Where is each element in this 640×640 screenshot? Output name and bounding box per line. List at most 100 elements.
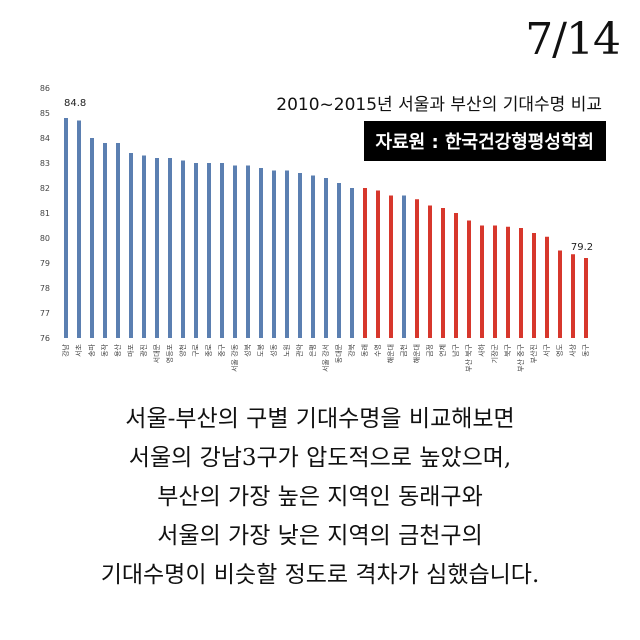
x-tick-label: 영도 [555,343,564,356]
x-tick-label: 금천 [399,344,408,357]
x-tick-label: 중구 [218,343,226,356]
bar [129,153,133,338]
bar [467,220,471,338]
x-tick-label: 용산 [113,343,122,356]
x-tick-label: 사상 [568,343,577,356]
y-tick-label: 86 [40,84,50,93]
caption: 서울-부산의 구별 기대수명을 비교해보면 서울의 강남3구가 압도적으로 높았… [0,400,640,595]
bar [441,208,445,338]
bar [454,213,458,338]
chart-title: 2010~2015년 서울과 부산의 기대수명 비교 [276,95,602,115]
bars [64,118,588,338]
x-tick-label: 종로 [205,343,213,356]
x-tick-label: 도봉 [257,343,265,356]
y-tick-label: 77 [40,309,50,318]
bar [506,226,510,338]
bar [77,120,81,338]
bar [103,143,107,338]
x-tick-label: 동작 [100,343,109,356]
bar [142,155,146,338]
bar [493,225,497,338]
bar [90,138,94,338]
x-tick-label: 서울 강동 [230,343,239,372]
y-tick-label: 81 [40,209,50,218]
bar [402,195,406,338]
data-label: 79.2 [571,242,593,253]
bar [220,163,224,338]
bar [337,183,341,338]
y-tick-label: 76 [40,334,50,343]
bar [571,254,575,338]
x-tick-label: 사하 [477,343,486,356]
bar [558,250,562,338]
bar [350,188,354,338]
x-tick-label: 송파 [87,343,96,356]
bar [519,228,523,338]
y-tick-label: 78 [40,284,50,293]
bar [324,178,328,338]
x-tick-label: 구로 [192,343,200,356]
x-tick-label: 해운대 [386,344,395,363]
bar [246,165,250,338]
x-tick-label: 마포 [126,343,135,356]
data-label: 84.8 [64,98,86,109]
x-tick-label: 해운대 [412,344,421,363]
bar [272,170,276,338]
x-tick-label: 부산 북구 [464,343,473,372]
bar [363,188,367,338]
bar [207,163,211,338]
x-axis-labels: 강남 서초 송파 동작 용산 마포 광진 서대문 영등포 양천 구로 종로 중구 서울 강동 성북 도봉 성동 노… [61,343,590,372]
source-badge: 자료원 : 한국건강형평성학회 [363,121,606,161]
x-tick-label: 남구 [451,343,460,356]
y-tick-label: 85 [40,109,50,118]
bar [259,168,263,338]
caption-line: 서울의 강남3구가 압도적으로 높았으며, [128,445,512,471]
bar [116,143,120,338]
bar [298,173,302,338]
bar [311,175,315,338]
x-tick-label: 수영 [373,344,382,357]
y-tick-label: 80 [40,234,50,243]
y-axis: 76 77 78 79 80 81 82 83 84 85 86 [40,84,50,343]
bar [64,118,68,338]
x-tick-label: 관악 [295,343,304,356]
x-tick-label: 성동 [269,343,278,356]
bar [233,165,237,338]
x-tick-label: 서대문 [152,343,161,363]
bar [415,199,419,338]
bar [428,205,432,338]
x-tick-label: 강북 [347,343,356,356]
x-tick-label: 부산진 [529,344,538,363]
bar [376,190,380,338]
x-tick-label: 동구 [582,343,590,356]
bar [389,195,393,338]
y-tick-label: 83 [40,159,50,168]
bar [480,225,484,338]
x-tick-label: 노원 [282,344,291,357]
x-tick-label: 은평 [308,344,317,357]
data-labels: 84.8 79.2 [64,98,593,253]
page-number: 7/14 [525,14,621,65]
x-tick-label: 동래 [360,344,369,357]
x-tick-label: 영등포 [165,343,174,363]
caption-line: 서울의 가장 낮은 지역의 금천구의 [157,523,483,549]
x-tick-label: 기장군 [490,343,499,363]
bar [181,160,185,338]
x-tick-label: 서울 강서 [321,344,330,372]
y-tick-label: 79 [40,259,50,268]
bar [532,233,536,338]
x-tick-label: 서초 [74,343,83,356]
bar [168,158,172,338]
x-tick-label: 동대문 [335,343,343,363]
bar [545,236,549,338]
life-expectancy-bar-chart: 76 77 78 79 80 81 82 83 84 85 86 강남 서초 송파 동작 용산 마포 광진 서대문… [40,84,593,372]
x-tick-label: 부산 중구 [516,343,525,372]
caption-line: 기대수명이 비슷할 정도로 격차가 심했습니다. [100,562,540,588]
y-tick-label: 84 [40,134,50,143]
bar [285,170,289,338]
x-tick-label: 연제 [439,344,447,357]
x-tick-label: 양천 [178,344,187,357]
y-tick-label: 82 [40,184,50,193]
caption-line: 서울-부산의 구별 기대수명을 비교해보면 [125,406,515,432]
bar [194,163,198,338]
